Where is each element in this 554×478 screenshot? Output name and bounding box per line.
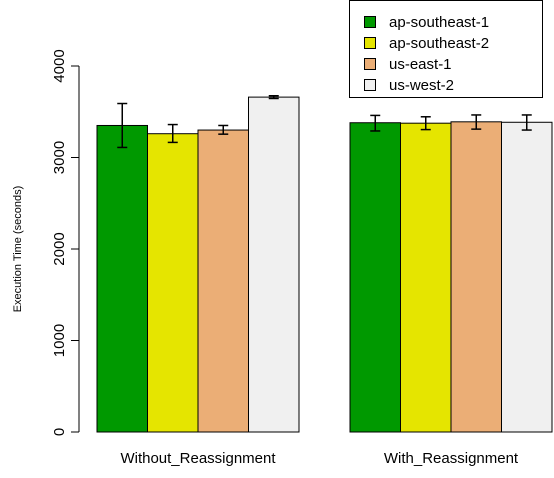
x-category-label: With_Reassignment bbox=[384, 450, 519, 467]
y-tick-label: 0 bbox=[51, 428, 68, 436]
legend-label: ap-southeast-1 bbox=[389, 13, 490, 31]
legend-item: ap-southeast-1 bbox=[364, 11, 489, 33]
legend-item: us-west-2 bbox=[364, 74, 454, 96]
y-tick-label: 1000 bbox=[51, 324, 68, 357]
y-tick-label: 3000 bbox=[51, 141, 68, 174]
bar bbox=[197, 129, 249, 433]
legend-swatch-us-east-1 bbox=[364, 58, 376, 70]
legend-swatch-ap-southeast-2 bbox=[364, 37, 376, 49]
x-category-label: Without_Reassignment bbox=[120, 450, 276, 467]
y-tick-label: 2000 bbox=[51, 232, 68, 265]
bar bbox=[147, 133, 199, 433]
legend-swatch-us-west-2 bbox=[364, 79, 376, 91]
bar bbox=[501, 121, 553, 433]
legend-label: us-west-2 bbox=[389, 76, 455, 94]
bar bbox=[450, 121, 502, 433]
bar bbox=[248, 96, 300, 433]
legend-item: us-east-1 bbox=[364, 53, 452, 75]
legend-item: ap-southeast-2 bbox=[364, 32, 489, 54]
legend-label: us-east-1 bbox=[389, 55, 452, 73]
bar bbox=[349, 122, 401, 433]
bar bbox=[96, 124, 148, 433]
legend: ap-southeast-1 ap-southeast-2 us-east-1 … bbox=[349, 0, 543, 98]
bar bbox=[400, 122, 452, 433]
legend-swatch-ap-southeast-1 bbox=[364, 16, 376, 28]
legend-label: ap-southeast-2 bbox=[389, 34, 490, 52]
y-tick-label: 4000 bbox=[51, 49, 68, 82]
y-axis-label: Execution Time (seconds) bbox=[12, 186, 24, 313]
